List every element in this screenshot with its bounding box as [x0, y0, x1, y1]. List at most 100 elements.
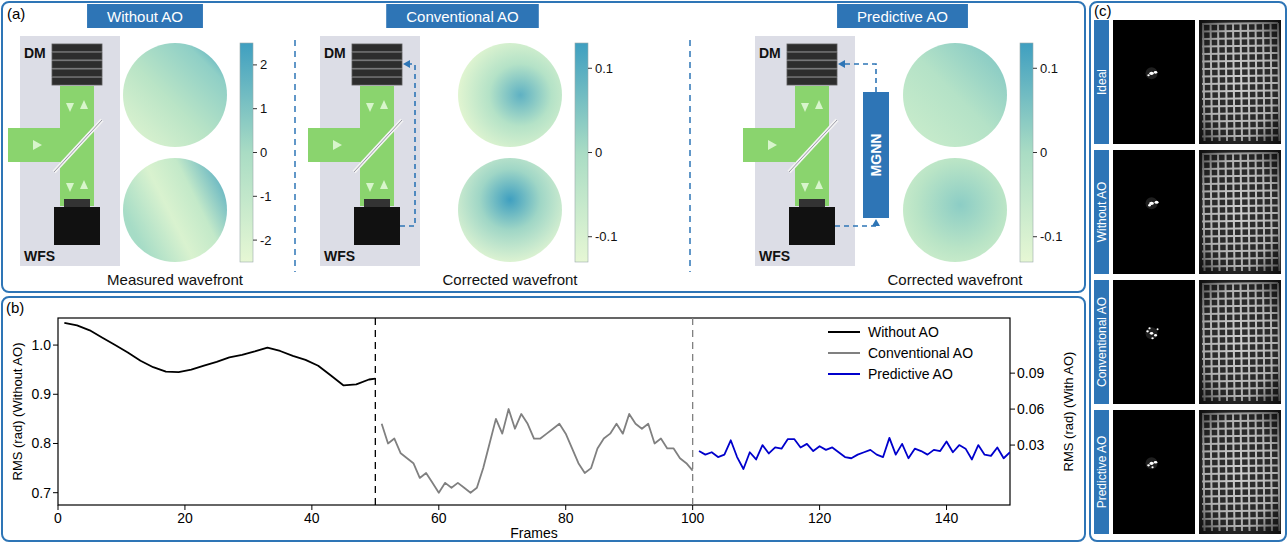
caption: Corrected wavefront — [442, 271, 578, 288]
image-row: Conventional AO — [1094, 280, 1281, 404]
input-beam — [8, 128, 60, 162]
series-line — [699, 438, 1010, 469]
panel-b: (b)0204060801001201400.70.80.91.00.030.0… — [2, 297, 1085, 541]
colorbar-tick-label: 0 — [1040, 145, 1047, 160]
spot-halo — [1146, 457, 1158, 469]
y-tick — [53, 345, 58, 346]
x-tick-label: 100 — [681, 510, 705, 526]
colorbar-tick — [253, 152, 257, 153]
grid-image — [1199, 20, 1281, 144]
colorbar-tick — [253, 64, 257, 65]
colorbar-tick-label: 1 — [260, 101, 267, 116]
dm-block — [52, 69, 102, 76]
image-row: Ideal — [1094, 20, 1281, 144]
model-to-dm-path — [845, 64, 876, 92]
y2-tick — [1010, 373, 1015, 374]
row-label-bar — [1094, 280, 1109, 404]
spot-image — [1113, 410, 1195, 534]
colorbar-tick — [253, 240, 257, 241]
section: DMWFS0.10-0.1Corrected wavefrontConventi… — [308, 4, 617, 288]
row-label: Ideal — [1095, 69, 1109, 95]
sensor-to-model-path — [835, 225, 876, 227]
spot-halo — [1146, 327, 1158, 339]
beam-splitter — [354, 120, 402, 172]
section-title: Without AO — [107, 8, 183, 25]
section-title: Predictive AO — [857, 8, 948, 25]
row-label: Without AO — [1095, 182, 1109, 243]
spot — [1147, 464, 1150, 466]
beam-arrow — [66, 183, 74, 192]
y-axis-title: RMS (rad) (Without AO) — [10, 343, 25, 481]
colorbar-tick — [588, 68, 592, 69]
vignette — [1199, 410, 1281, 534]
y-tick-label: 0.7 — [32, 485, 52, 501]
spot — [1154, 461, 1158, 464]
row-label-bar — [1094, 410, 1109, 534]
spot — [1150, 332, 1154, 335]
colorbar-tick — [1033, 152, 1037, 153]
spot — [1151, 337, 1153, 339]
legend-swatch — [828, 373, 860, 375]
arrow-head — [403, 60, 410, 68]
spot-image — [1113, 20, 1195, 144]
plot-frame — [58, 318, 1010, 505]
panel-letter: (a) — [7, 5, 25, 22]
caption: Corrected wavefront — [887, 271, 1023, 288]
panel-frame — [2, 2, 1085, 292]
beam-splitter-edge — [54, 120, 102, 172]
caption: Measured wavefront — [107, 271, 244, 288]
legend-swatch — [828, 331, 860, 333]
spot — [1150, 462, 1154, 465]
row-label-bar — [1094, 150, 1109, 274]
colorbar-tick-label: 2 — [260, 57, 267, 72]
panel-c: (c)IdealWithout AOConventional AOPredict… — [1090, 2, 1286, 541]
spot — [1151, 466, 1153, 468]
x-tick-label: 40 — [304, 510, 320, 526]
spot — [1148, 327, 1150, 329]
y2-axis-title: RMS (rad) (With AO) — [1061, 352, 1076, 472]
dm-block — [52, 44, 102, 51]
segment-divider — [692, 318, 693, 505]
spot — [1147, 74, 1149, 76]
beam-arrow — [801, 103, 809, 112]
wfs-lens — [799, 199, 825, 207]
x-tick-label: 0 — [54, 510, 62, 526]
vignette — [1199, 150, 1281, 274]
figure: (a)DMWFS210-1-2Measured wavefrontWithout… — [0, 0, 1288, 544]
arrow-head — [872, 219, 880, 226]
spot — [1154, 334, 1157, 336]
dm-block — [352, 78, 402, 85]
wfs-label: WFS — [324, 248, 355, 264]
dm-label: DM — [324, 45, 346, 61]
panel-frame — [1090, 2, 1286, 541]
section: DMWFSMGNN0.10-0.1Corrected wavefrontPred… — [743, 4, 1062, 288]
dm-block — [352, 69, 402, 76]
beam-arrow — [380, 180, 388, 189]
wavefront-map — [903, 158, 1007, 262]
dm-block — [787, 61, 837, 68]
wavefront-map — [123, 43, 227, 147]
colorbar — [1020, 43, 1033, 262]
spot-image — [1113, 150, 1195, 274]
beam-arrow — [333, 140, 342, 150]
section-separator — [689, 40, 691, 272]
beam-arrow — [815, 180, 823, 189]
x-tick-label: 20 — [177, 510, 193, 526]
y-tick-label: 1.0 — [32, 337, 52, 353]
spot — [1155, 201, 1159, 204]
legend-label: Predictive AO — [868, 366, 953, 382]
spot-image — [1113, 280, 1195, 404]
y-tick-label: 0.9 — [32, 386, 52, 402]
colorbar-tick — [588, 152, 592, 153]
y2-tick-label: 0.09 — [1017, 365, 1044, 381]
panel-frame — [2, 297, 1085, 541]
section-header — [87, 4, 203, 28]
spot — [1146, 330, 1149, 332]
legend-swatch — [828, 352, 860, 354]
dm-block — [787, 52, 837, 59]
beam-arrow — [366, 103, 374, 112]
dm-block — [352, 52, 402, 59]
dm-block — [52, 78, 102, 85]
spot — [1154, 71, 1158, 74]
row-label-bar — [1094, 20, 1109, 144]
